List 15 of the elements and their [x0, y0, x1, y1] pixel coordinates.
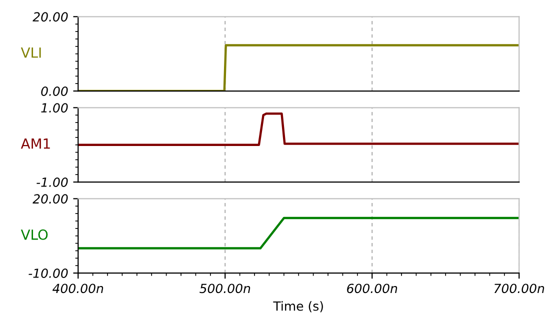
- y-tick-label: 20.00: [32, 12, 68, 22]
- x-axis-title: Time (s): [273, 301, 323, 312]
- y-tick-label: 20.00: [32, 194, 68, 204]
- x-tick-label: 700.00n: [494, 284, 544, 294]
- y-tick-label: 1.00: [41, 103, 68, 113]
- y-tick-label: -10.00: [28, 268, 68, 278]
- y-tick-label: -1.00: [36, 178, 68, 187]
- y-axis-title: VLO: [20, 229, 48, 240]
- x-tick-label: 500.00n: [200, 284, 250, 294]
- y-axis-title: AM1: [20, 138, 50, 149]
- y-axis-title: VLI: [20, 48, 41, 58]
- line-series: [78, 112, 520, 146]
- x-tick-label: 600.00n: [347, 284, 398, 294]
- x-tick-label: 400.00n: [52, 284, 104, 294]
- y-tick-label: 0.00: [41, 86, 68, 96]
